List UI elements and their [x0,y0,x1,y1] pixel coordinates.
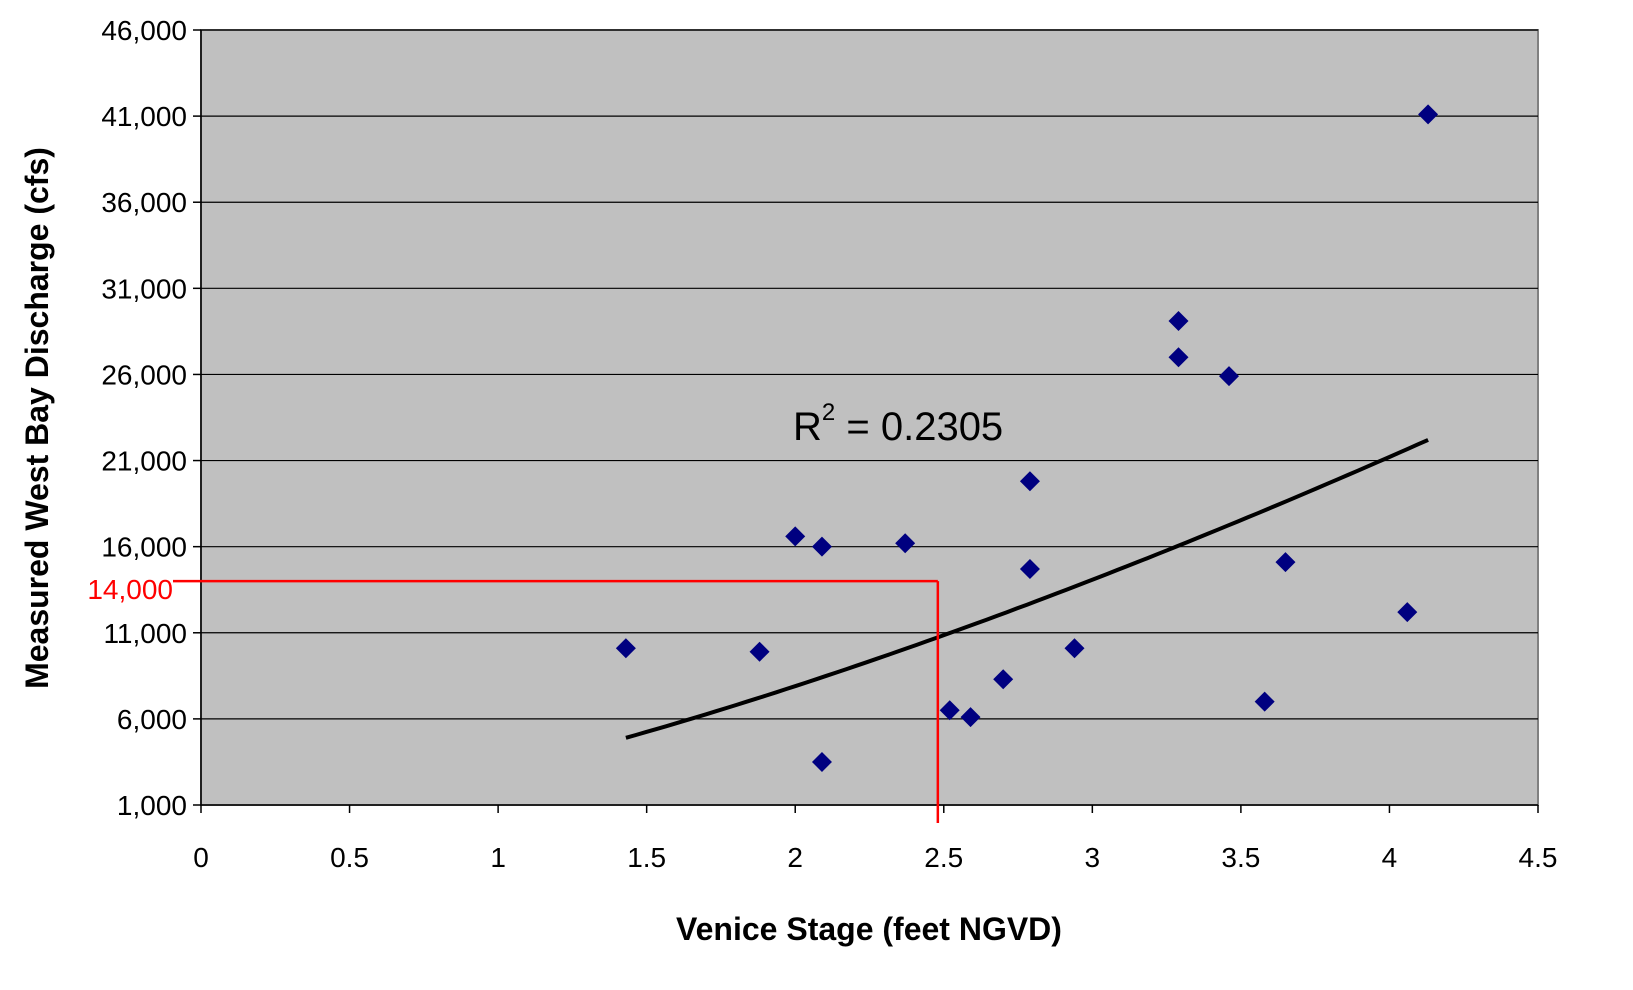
y-tick-label: 21,000 [101,446,187,477]
r-squared-annotation: R2 = 0.2305 [793,399,1003,449]
y-tick-label: 1,000 [117,790,187,821]
y-tick-label: 16,000 [101,532,187,563]
data-point [939,700,960,721]
y-axis: 1,000 6,000 11,000 16,000 21,000 26,000 31,000… [101,15,202,821]
reference-label: 14,000 [87,574,173,605]
x-tick-label: 0 [193,842,209,873]
data-point [811,751,832,772]
x-tick-label: 0.5 [330,842,369,873]
x-tick-label: 2.5 [924,842,963,873]
data-point [1019,471,1040,492]
plot-area [200,29,1539,806]
y-tick-label: 41,000 [101,101,187,132]
x-axis: 0 0.5 1 1.5 2 2.5 3 3.5 4 4.5 [193,804,1558,873]
y-tick-label: 26,000 [101,359,187,390]
y-axis-title: Measured West Bay Discharge (cfs) [19,147,55,689]
y-tick-label: 46,000 [101,15,187,46]
x-tick-label: 2 [787,842,803,873]
data-points [615,104,1439,772]
data-point [1418,104,1439,125]
data-point [993,669,1014,690]
data-point [811,536,832,557]
y-tick-label: 11,000 [103,618,187,649]
trendline [625,438,1429,740]
data-point [1064,638,1085,659]
y-tick-label: 6,000 [117,704,187,735]
data-point [615,638,636,659]
x-tick-label: 4.5 [1519,842,1558,873]
x-tick-label: 1 [490,842,506,873]
x-axis-title: Venice Stage (feet NGVD) [676,911,1062,947]
data-point [1168,311,1189,332]
data-point [1168,347,1189,368]
x-tick-label: 1.5 [627,842,666,873]
x-tick-label: 4 [1382,842,1398,873]
data-point [1275,552,1296,573]
gridlines [201,29,1538,720]
y-tick-label: 31,000 [101,273,187,304]
data-point [749,641,770,662]
y-tick-label: 36,000 [101,187,187,218]
data-point [785,526,806,547]
data-point [1254,691,1275,712]
x-tick-label: 3 [1085,842,1101,873]
reference-lines: 14,000 [87,574,940,823]
data-point [1219,366,1240,387]
data-point [1019,559,1040,580]
data-point [1397,602,1418,623]
data-point [895,533,916,554]
x-tick-label: 3.5 [1221,842,1260,873]
data-point [960,707,981,728]
